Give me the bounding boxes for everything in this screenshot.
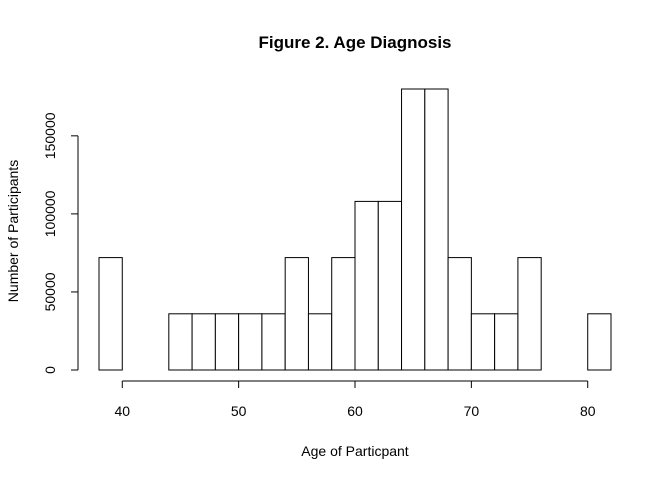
histogram-bar [98,257,123,371]
y-axis: 0 50000 100000 150000 [42,112,79,374]
x-tick-label: 60 [347,403,363,419]
histogram-bar [447,257,472,371]
histogram-bar [214,313,240,371]
histogram-bar [168,313,193,371]
histogram-bar [401,88,426,371]
x-tick-label: 40 [114,403,130,419]
y-axis-label: Number of Participants [5,160,21,302]
x-tick-label: 80 [580,403,596,419]
histogram-bar [587,313,612,371]
histogram-bar [331,257,356,371]
y-tick-label: 50000 [42,272,58,311]
y-tick-label: 150000 [42,112,58,159]
histogram-bar [307,313,333,371]
x-axis: 40 50 60 70 80 [114,380,596,419]
histogram-bar [470,313,496,371]
histogram-bar [284,257,309,371]
histogram-bar [238,313,263,371]
chart-title: Figure 2. Age Diagnosis [258,33,451,52]
x-tick-label: 50 [231,403,247,419]
x-tick-label: 70 [464,403,480,419]
x-axis-label: Age of Particpant [301,443,409,459]
y-tick-label: 100000 [42,190,58,237]
histogram-bar [354,200,379,371]
y-tick-label: 0 [42,366,58,374]
histogram-bar [494,313,519,371]
histogram-bar [517,257,542,371]
histogram-bar [424,88,449,371]
histogram-bar [377,200,403,371]
histogram-bars [98,88,612,371]
histogram-bar [191,313,216,371]
histogram-bar [261,313,286,371]
